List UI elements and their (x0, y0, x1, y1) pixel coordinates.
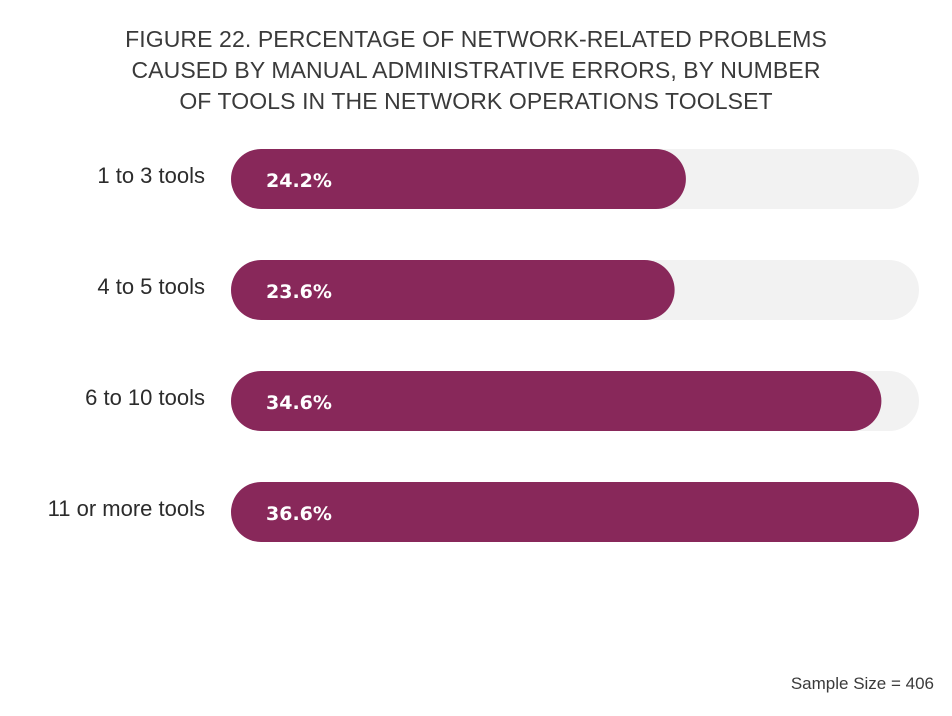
bar (231, 260, 675, 320)
category-label: 1 to 3 tools (97, 163, 205, 188)
bar-row: 4 to 5 tools 23.6% (97, 260, 919, 320)
chart-title: FIGURE 22. PERCENTAGE OF NETWORK-RELATED… (0, 24, 952, 117)
category-label: 6 to 10 tools (85, 385, 205, 410)
bar-value-label: 36.6% (266, 503, 332, 525)
sample-size-note: Sample Size = 406 (790, 674, 934, 693)
bar-value-label: 34.6% (266, 392, 332, 414)
bar-row: 6 to 10 tools 34.6% (85, 371, 919, 431)
bar (231, 149, 686, 209)
chart-title-line-1: FIGURE 22. PERCENTAGE OF NETWORK-RELATED… (125, 26, 827, 52)
bar-value-label: 23.6% (266, 281, 332, 303)
category-label: 11 or more tools (48, 496, 205, 521)
chart-title-line-3: OF TOOLS IN THE NETWORK OPERATIONS TOOLS… (179, 88, 773, 114)
category-label: 4 to 5 tools (97, 274, 205, 299)
bar-value-label: 24.2% (266, 170, 332, 192)
chart-title-line-2: CAUSED BY MANUAL ADMINISTRATIVE ERRORS, … (131, 57, 821, 83)
bar-row: 11 or more tools 36.6% (48, 482, 919, 542)
bar (231, 371, 882, 431)
bar-row: 1 to 3 tools 24.2% (97, 149, 919, 209)
bar (231, 482, 919, 542)
